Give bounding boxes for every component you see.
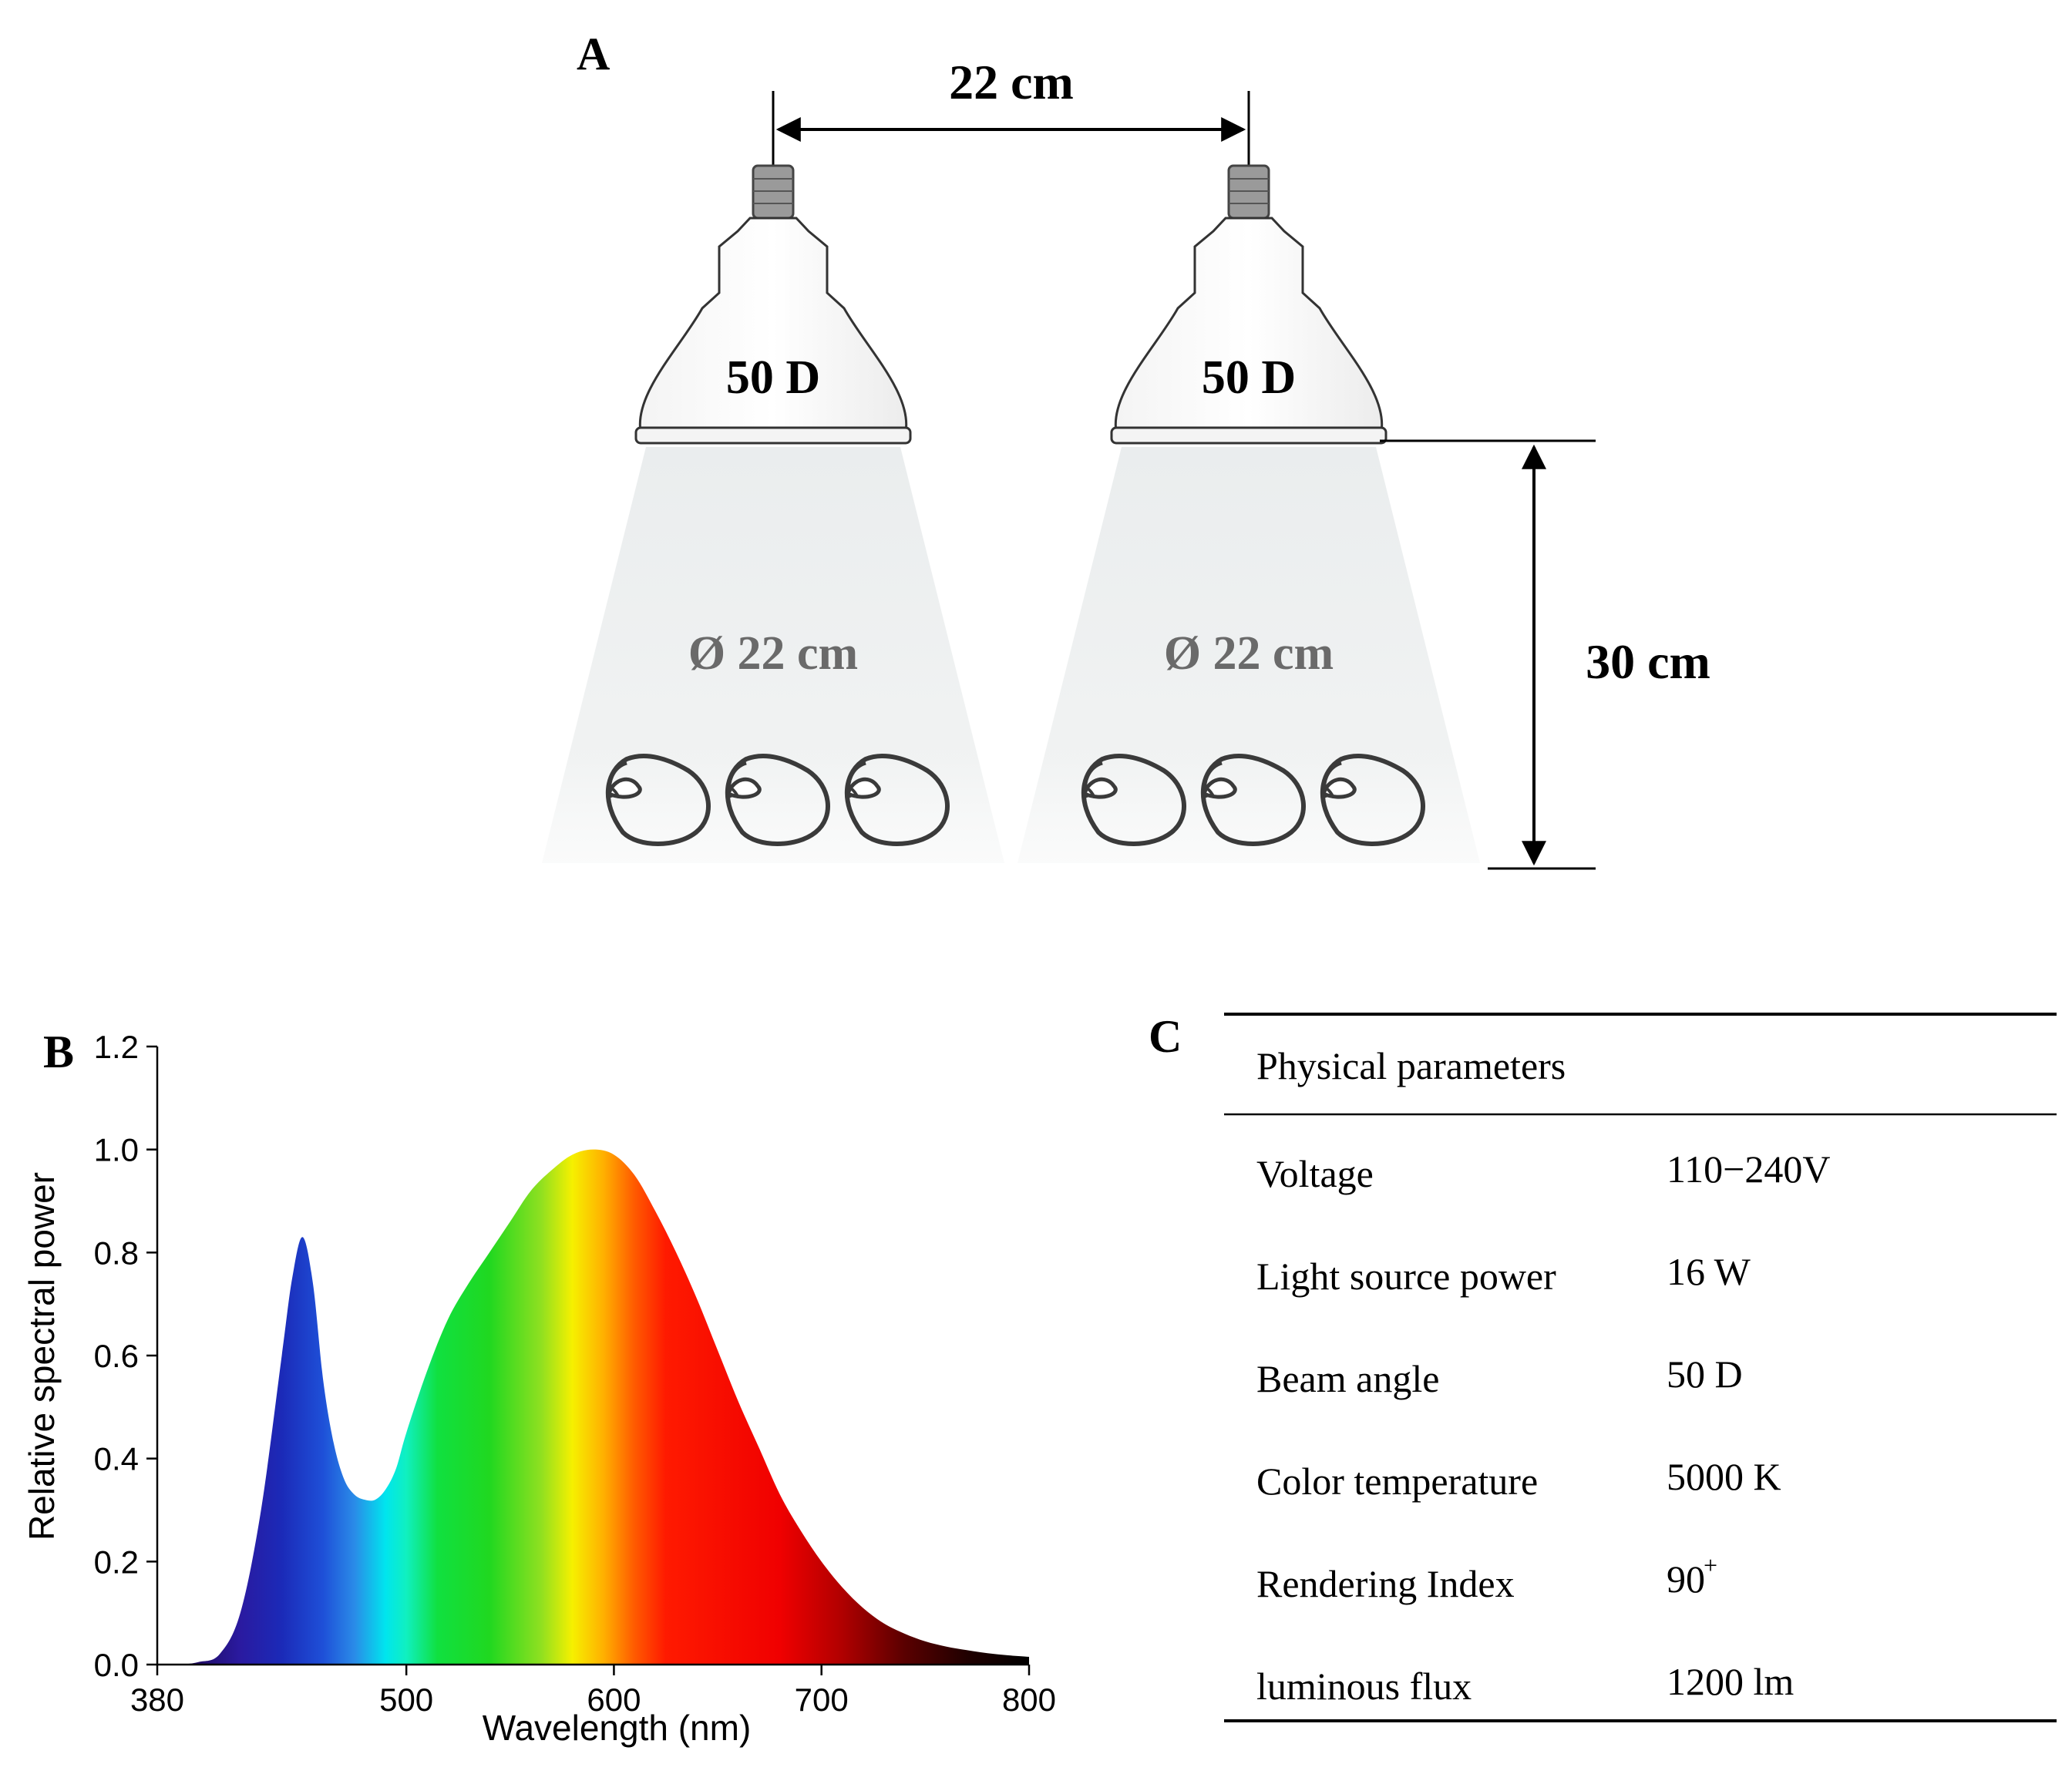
lamp-beam-angle-label: 50 D [1202,351,1296,404]
parameter-name: Rendering Index [1256,1562,1515,1605]
lamp-rim [1110,426,1388,445]
seedling-icon [605,753,711,846]
panel-b-label: B [43,1026,74,1077]
y-ticks: 0.0 0.2 0.4 0.6 0.8 1.0 1.2 [94,1029,157,1683]
panel-a-label: A [577,29,610,79]
y-tick-label: 0.2 [94,1544,139,1580]
parameter-value: 90 [1667,1557,1705,1601]
parameter-row: Beam angle 50 D [1256,1352,1743,1400]
height-dimension: 30 cm [1380,439,1710,870]
parameter-value: 110−240V [1667,1147,1830,1191]
y-tick-label: 0.0 [94,1647,139,1683]
seedling-icon [1081,753,1186,846]
x-tick-label: 600 [587,1682,641,1718]
x-tick-label: 380 [130,1682,184,1718]
spacing-dimension: 22 cm [772,55,1250,177]
panel-c: C Physical parameters Voltage 110−240V Lig… [1149,1011,2057,1722]
x-tick-label: 700 [795,1682,849,1718]
parameter-row: Voltage 110−240V [1256,1147,1830,1195]
parameter-row: Color temperature 5000 K [1256,1455,1781,1503]
y-tick-label: 0.6 [94,1338,139,1374]
seedling-icon [725,753,830,846]
x-axis-label: Wavelength (nm) [483,1708,752,1748]
spacing-label: 22 cm [949,55,1074,109]
y-tick-label: 1.2 [94,1029,139,1065]
y-tick-label: 1.0 [94,1132,139,1168]
beam-diameter-label: Ø 22 cm [688,627,858,680]
lamp-rim [634,426,912,445]
parameter-name: Voltage [1256,1152,1374,1195]
socket-threads [1229,178,1269,204]
spectrum-area [157,1149,1029,1665]
plant-row [1081,753,1425,846]
parameter-value: 5000 K [1667,1455,1781,1498]
table-header: Physical parameters [1256,1044,1566,1087]
parameter-name: luminous flux [1256,1665,1472,1708]
parameter-row: Light source power 16 W [1256,1250,1751,1298]
seedling-icon [844,753,950,846]
x-tick-label: 800 [1002,1682,1056,1718]
parameter-name: Color temperature [1256,1460,1538,1503]
panel-c-label: C [1149,1011,1182,1062]
lamp-beam-angle-label: 50 D [726,351,820,404]
parameter-name: Light source power [1256,1255,1556,1298]
lamp-left: 50 D Ø 22 cm [542,164,1004,863]
x-tick-label: 500 [379,1682,433,1718]
lamp-right: 50 D Ø 22 cm [1018,164,1480,863]
y-tick-label: 0.8 [94,1235,139,1271]
height-label: 30 cm [1586,634,1710,689]
beam-diameter-label: Ø 22 cm [1164,627,1334,680]
parameter-name: Beam angle [1256,1357,1439,1400]
parameter-rows: Voltage 110−240V Light source power 16 W Bea… [1256,1147,1830,1708]
x-ticks: 380 500 600 700 800 [130,1665,1056,1718]
parameter-row: luminous flux 1200 lm [1256,1660,1794,1708]
seedling-icon [1320,753,1425,846]
parameter-value-superscript: + [1704,1551,1717,1579]
spectrum-plot: 0.0 0.2 0.4 0.6 0.8 1.0 1.2 380 500 600 700 800 Wa… [22,1029,1056,1748]
parameter-value: 1200 lm [1667,1660,1794,1703]
parameter-value: 50 D [1667,1352,1743,1396]
y-axis-label: Relative spectral power [22,1172,62,1540]
panel-b: B 0.0 0.2 0.4 0.6 0.8 1.0 1.2 380 500 600 700 800 … [22,1026,1056,1748]
plant-row [605,753,950,846]
parameter-value: 16 W [1667,1250,1751,1293]
socket-threads [753,178,793,204]
parameter-row: Rendering Index 90+ [1256,1551,1717,1605]
seedling-icon [1200,753,1306,846]
panel-a: A 22 cm 50 D Ø 22 cm [542,29,1710,870]
y-tick-label: 0.4 [94,1441,139,1477]
